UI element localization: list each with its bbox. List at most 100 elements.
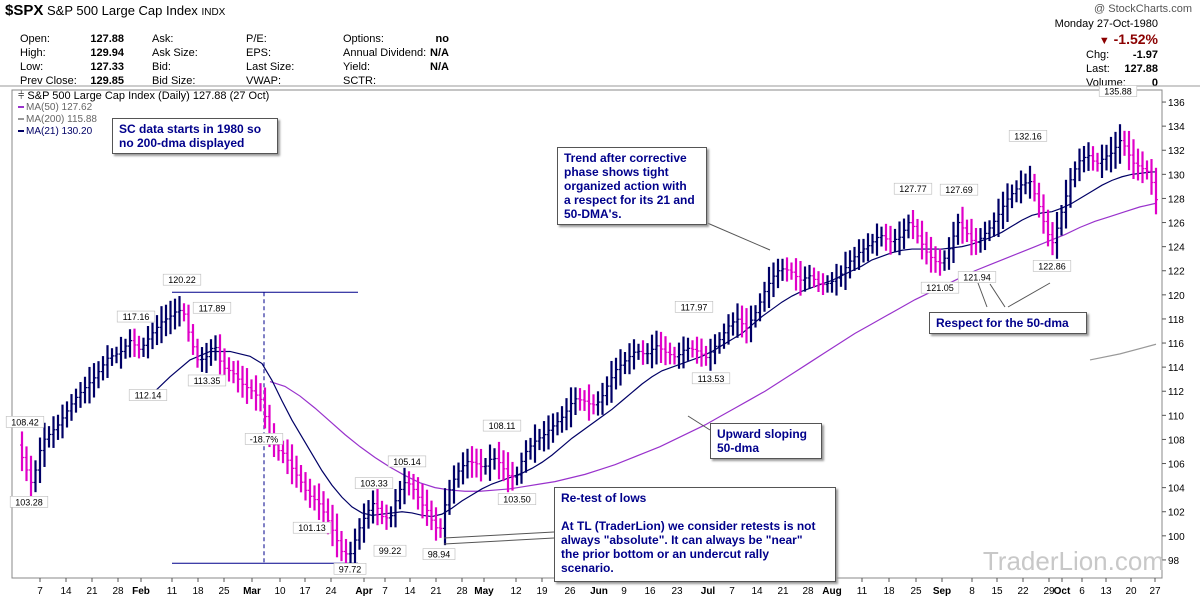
x-tick-label: 10 xyxy=(274,586,286,597)
y-tick-label: 106 xyxy=(1168,460,1185,471)
quote-label: Ask Size: xyxy=(152,47,198,59)
price-label-box xyxy=(5,416,45,428)
x-tick-label: 28 xyxy=(456,586,468,597)
quote-row: SCTR: xyxy=(343,74,449,88)
x-tick-label: 14 xyxy=(404,586,416,597)
legend-item-label: MA(200) 115.88 xyxy=(26,114,97,125)
annotation-lines: Re-test of lows At TL (TraderLion) we co… xyxy=(561,491,829,575)
annotation-sc-data: SC data starts in 1980 so no 200-dma disp… xyxy=(112,118,278,154)
annotation-upward: Upward sloping 50-dma xyxy=(710,423,822,459)
x-tick-label: 25 xyxy=(910,586,922,597)
quote-row: Open: 127.88 xyxy=(20,32,124,46)
quote-value: N/A xyxy=(430,47,449,59)
x-tick-label: 21 xyxy=(430,586,442,597)
price-label-box xyxy=(162,273,202,286)
price-label: 120.22 xyxy=(168,275,196,285)
x-tick-label: Jun xyxy=(590,586,608,597)
right-stats: Chg: -1.97 Last: 127.88 Volume: 0 xyxy=(1046,48,1158,90)
quote-value: 129.85 xyxy=(90,75,124,87)
annotation-pointer xyxy=(977,282,988,308)
x-tick-label: 13 xyxy=(1100,586,1112,597)
x-tick-label: Aug xyxy=(822,586,841,597)
legend-main-text: S&P 500 Large Cap Index (Daily) 127.88 (… xyxy=(27,90,270,102)
stat-value: 0 xyxy=(1151,77,1158,89)
quote-value: 127.88 xyxy=(90,33,124,45)
quote-label: Bid: xyxy=(152,61,171,73)
x-tick-label: 12 xyxy=(510,586,522,597)
price-label-box xyxy=(187,374,227,387)
annotation-pointer xyxy=(443,537,555,545)
quote-label: Ask: xyxy=(152,33,174,45)
price-label-box xyxy=(373,544,407,557)
legend-item-label: MA(50) 127.62 xyxy=(26,102,93,113)
stat-label: Volume: xyxy=(1086,77,1126,89)
y-tick-label: 108 xyxy=(1168,435,1185,446)
x-tick-label: Mar xyxy=(243,586,261,597)
annotation-line: the prior bottom or an undercut rally xyxy=(561,547,770,561)
x-tick-label: 7 xyxy=(37,586,43,597)
x-tick-label: 11 xyxy=(857,586,868,597)
price-label-box xyxy=(920,281,960,294)
ticker-symbol[interactable]: $SPX xyxy=(5,2,44,19)
y-tick-label: 128 xyxy=(1168,194,1185,205)
x-tick-label: 28 xyxy=(802,586,814,597)
price-label: 97.72 xyxy=(339,564,362,574)
price-label: 132.16 xyxy=(1014,131,1042,141)
x-tick-label: 18 xyxy=(192,586,204,597)
y-tick-label: 112 xyxy=(1168,387,1184,398)
stat-value: -1.97 xyxy=(1132,49,1158,61)
legend-main: ⫩ S&P 500 Large Cap Index (Daily) 127.88… xyxy=(18,90,269,102)
price-label-box xyxy=(292,521,332,534)
price-label: 113.35 xyxy=(194,376,221,386)
legend-swatch xyxy=(18,130,24,133)
quote-label: Low: xyxy=(20,61,44,73)
stat-value: 127.88 xyxy=(1124,63,1158,75)
quote-row: Bid: xyxy=(152,60,242,74)
x-tick-label: 14 xyxy=(60,586,72,597)
annotation-line: Trend after corrective xyxy=(564,151,687,165)
x-tick-label: 14 xyxy=(751,586,763,597)
quote-row: Ask Size: xyxy=(152,46,242,60)
y-tick-label: 114 xyxy=(1168,363,1184,374)
price-label-box xyxy=(244,433,284,445)
quote-value: no xyxy=(435,33,449,45)
x-tick-label: 21 xyxy=(86,586,98,597)
annotation-line: SC data starts in 1980 so xyxy=(119,122,262,136)
y-tick-label: 134 xyxy=(1168,122,1185,133)
price-label-box xyxy=(497,493,537,505)
quote-label: Bid Size: xyxy=(152,75,196,87)
x-tick-label: 18 xyxy=(883,586,895,597)
legend-swatch xyxy=(18,118,24,121)
annotation-line: always "absolute". It can always be "nea… xyxy=(561,533,803,547)
quote-column: Open: 127.88 High: 129.94 Low: 127.33 Prev Clo… xyxy=(20,32,124,88)
quote-column: Options: no Annual Dividend: N/A Yield: N/A SC… xyxy=(343,32,449,88)
quote-label: EPS: xyxy=(246,47,272,59)
price-label-box xyxy=(482,419,522,432)
price-label: 98.94 xyxy=(428,550,451,560)
quote-label: Annual Dividend: xyxy=(343,47,427,59)
x-tick-label: 17 xyxy=(299,586,311,597)
quote-row: EPS: xyxy=(246,46,321,60)
price-label-box xyxy=(939,183,979,196)
quote-column: P/E: EPS: Last Size: VWAP: xyxy=(246,32,321,88)
quote-label: Open: xyxy=(20,33,50,45)
quote-label: VWAP: xyxy=(246,75,282,87)
stockcharts-credit[interactable]: @ StockCharts.com xyxy=(1094,3,1192,15)
x-tick-label: 27 xyxy=(1149,586,1161,597)
price-label-box xyxy=(9,496,49,508)
x-tick-label: 6 xyxy=(1079,586,1085,597)
chart-title: $SPX S&P 500 Large Cap Index INDX xyxy=(5,2,225,19)
annotation-respect: Respect for the 50-dma xyxy=(929,312,1087,334)
x-tick-label: 16 xyxy=(644,586,656,597)
quote-row: Bid Size: xyxy=(152,74,242,88)
quote-row: P/E: xyxy=(246,32,321,46)
annotation-line xyxy=(561,505,829,519)
annotation-line: 50-dma xyxy=(717,441,760,455)
annotation-pointer xyxy=(687,415,711,431)
price-label: 99.22 xyxy=(379,546,402,556)
quote-row: High: 129.94 xyxy=(20,46,124,60)
y-tick-label: 118 xyxy=(1168,315,1184,326)
quote-row: Low: 127.33 xyxy=(20,60,124,74)
price-label-box xyxy=(691,372,731,385)
change-percent: ▼ -1.52% xyxy=(1098,31,1158,47)
